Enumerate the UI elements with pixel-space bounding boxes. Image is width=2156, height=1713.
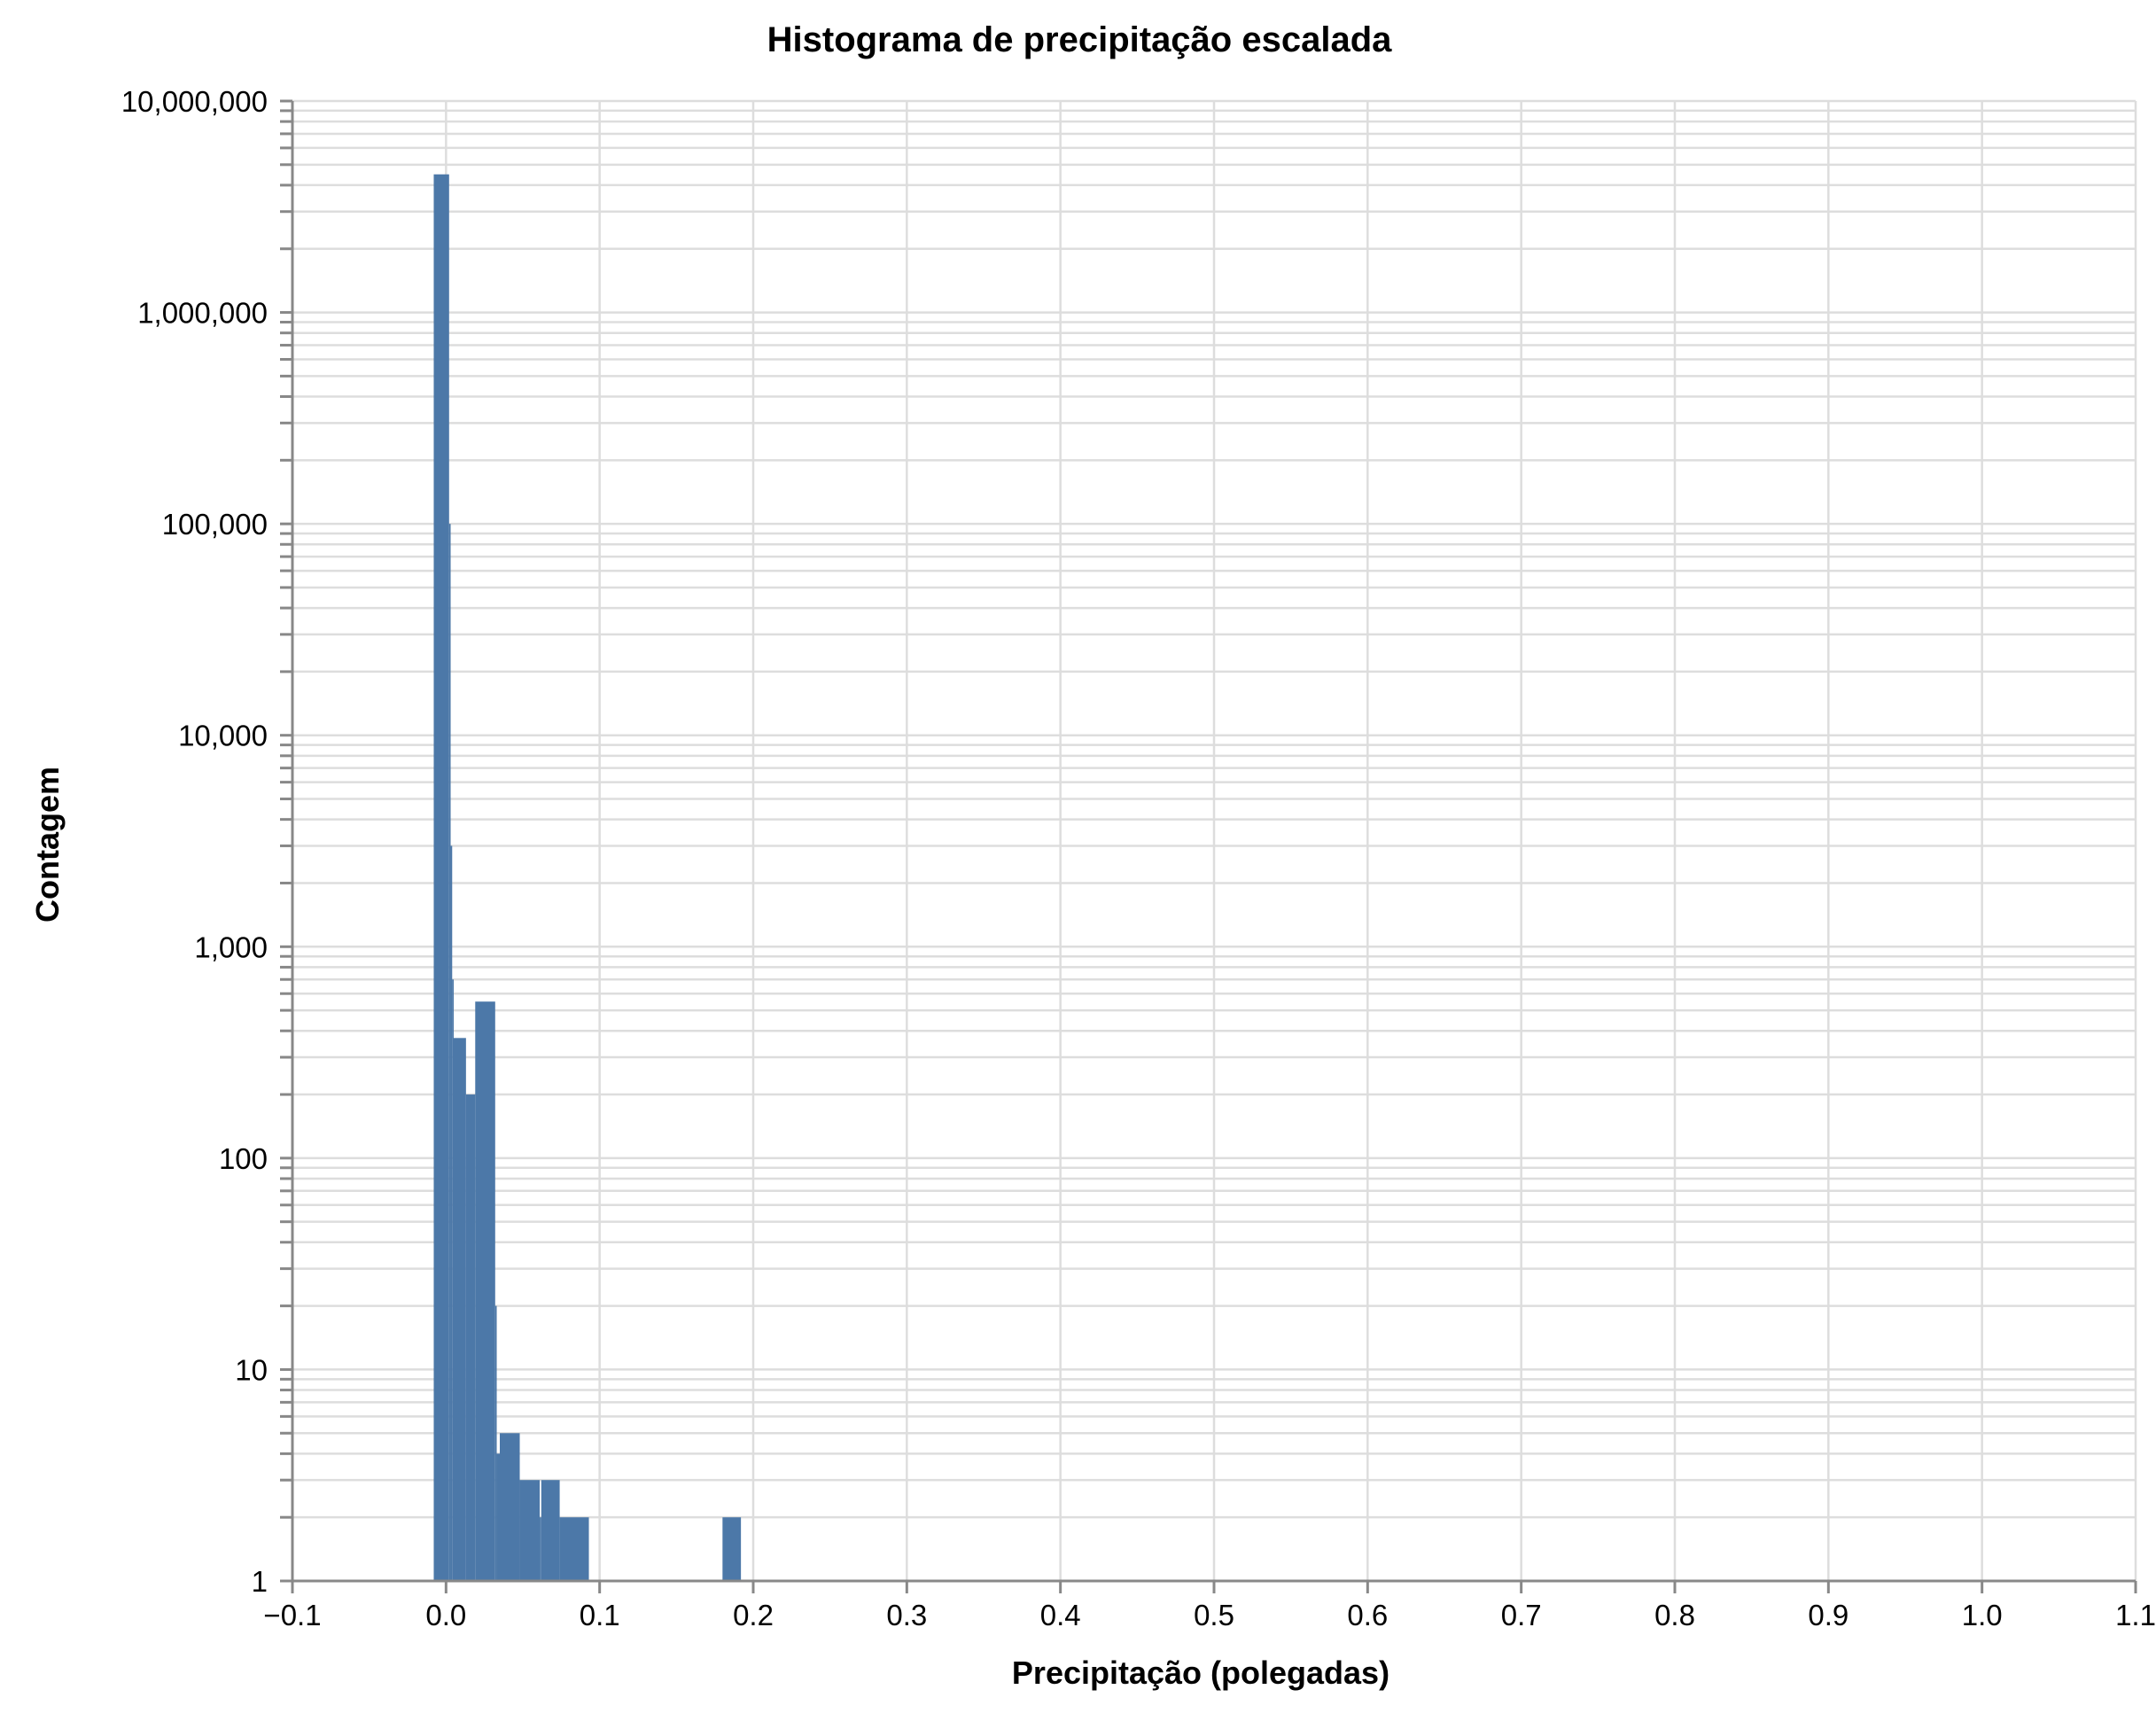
- y-tick-label: 10,000,000: [121, 85, 268, 118]
- histogram-bar: [494, 1305, 497, 1581]
- y-tick-label: 100,000: [162, 508, 268, 541]
- x-tick-label: 0.0: [425, 1599, 466, 1631]
- x-tick-label: 0.6: [1347, 1599, 1388, 1631]
- y-axis-title: Contagem: [29, 767, 66, 923]
- x-tick-label: 0.9: [1808, 1599, 1849, 1631]
- histogram-bar: [448, 524, 451, 1582]
- histogram-bar: [433, 174, 449, 1581]
- x-tick-label: 0.8: [1654, 1599, 1695, 1631]
- y-tick-label: 10,000: [178, 720, 268, 752]
- y-tick-label: 1,000,000: [137, 297, 268, 330]
- histogram-bar: [465, 1094, 476, 1581]
- histogram-bar: [454, 1038, 466, 1581]
- histogram-bar: [496, 1453, 500, 1581]
- grid-lines: [291, 99, 2137, 1583]
- x-tick-label: 0.1: [580, 1599, 620, 1631]
- x-tick-label: 0.5: [1194, 1599, 1234, 1631]
- histogram-bar: [450, 845, 453, 1581]
- histogram-bar: [559, 1517, 589, 1581]
- histogram-bar: [722, 1517, 742, 1581]
- histogram-bar: [541, 1480, 560, 1581]
- x-axis-title: Precipitação (polegadas): [1012, 1655, 1389, 1691]
- x-tick-label: 0.7: [1501, 1599, 1542, 1631]
- y-tick-label: 1,000: [194, 930, 268, 963]
- histogram-bars: [433, 174, 742, 1582]
- y-tick-label: 10: [235, 1353, 268, 1386]
- y-tick-label: 1: [252, 1565, 268, 1598]
- chart-title: Histograma de precipitação escalada: [767, 20, 1393, 59]
- histogram-bar: [452, 979, 454, 1581]
- histogram-bar: [500, 1433, 520, 1581]
- histogram-bar: [475, 1001, 495, 1581]
- x-tick-label: 1.0: [1962, 1599, 2003, 1631]
- axes: −0.1 0.0 0.1 0.2 0.3 0.4 0.5 0.6 0.7 0.8 0.9 1.0 1.1…: [121, 85, 2156, 1631]
- x-tick-label: 1.1: [2115, 1599, 2156, 1631]
- x-tick-label: 0.2: [733, 1599, 774, 1631]
- x-tick-label: 0.3: [886, 1599, 927, 1631]
- histogram-bar: [519, 1480, 541, 1581]
- histogram-bar: [540, 1517, 541, 1581]
- x-tick-label: −0.1: [263, 1599, 321, 1631]
- y-tick-label: 100: [219, 1142, 268, 1175]
- x-tick-label: 0.4: [1040, 1599, 1081, 1631]
